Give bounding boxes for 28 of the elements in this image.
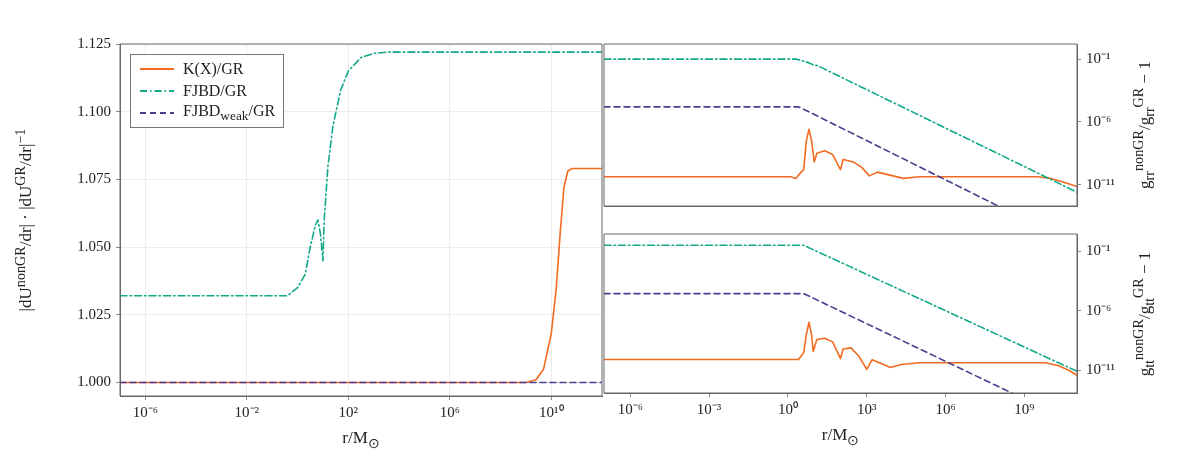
x-tick-label: 10²: [338, 403, 359, 420]
x-tick-label: 10⁻⁶: [132, 403, 158, 420]
x-tick-label: 10³: [857, 400, 878, 417]
x-tick-label: 10⁻³: [696, 400, 722, 417]
y-tick-label: 1.125: [77, 34, 111, 51]
y-tick-label: 1.075: [77, 170, 111, 187]
y-tick-label: 1.100: [77, 102, 111, 119]
x-tick-label: 10¹⁰: [539, 403, 564, 420]
y-tick-label: 10⁻¹: [1086, 242, 1111, 259]
legend-label: FJBD$_{weak}$/GR: [183, 101, 276, 125]
x-tick-label: 10⁰: [777, 400, 798, 417]
y-tick-label: 10⁻⁶: [1086, 112, 1112, 129]
x-tick-label: 10⁶: [439, 403, 460, 420]
y-tick-label: 1.025: [77, 305, 111, 322]
legend-label: FJBD/GR: [183, 82, 248, 100]
y-tick-label: 1.000: [77, 373, 111, 390]
x-tick-label: 10⁻⁶: [617, 400, 643, 417]
x-axis-title: r/M$_{⊙}$: [821, 425, 860, 449]
y-tick-label: 10⁻¹: [1086, 50, 1111, 67]
y-tick-label: 10⁻⁶: [1086, 301, 1112, 318]
x-tick-label: 10⁹: [1014, 400, 1035, 417]
x-axis-title: r/M$_{⊙}$: [342, 428, 380, 452]
y-tick-label: 10⁻¹¹: [1086, 175, 1115, 192]
x-tick-label: 10⁻²: [234, 403, 260, 420]
legend-label: K(X)/GR: [183, 60, 244, 78]
y-tick-label: 10⁻¹¹: [1086, 361, 1115, 378]
y-tick-label: 1.050: [77, 238, 111, 255]
x-tick-label: 10⁶: [935, 400, 956, 417]
